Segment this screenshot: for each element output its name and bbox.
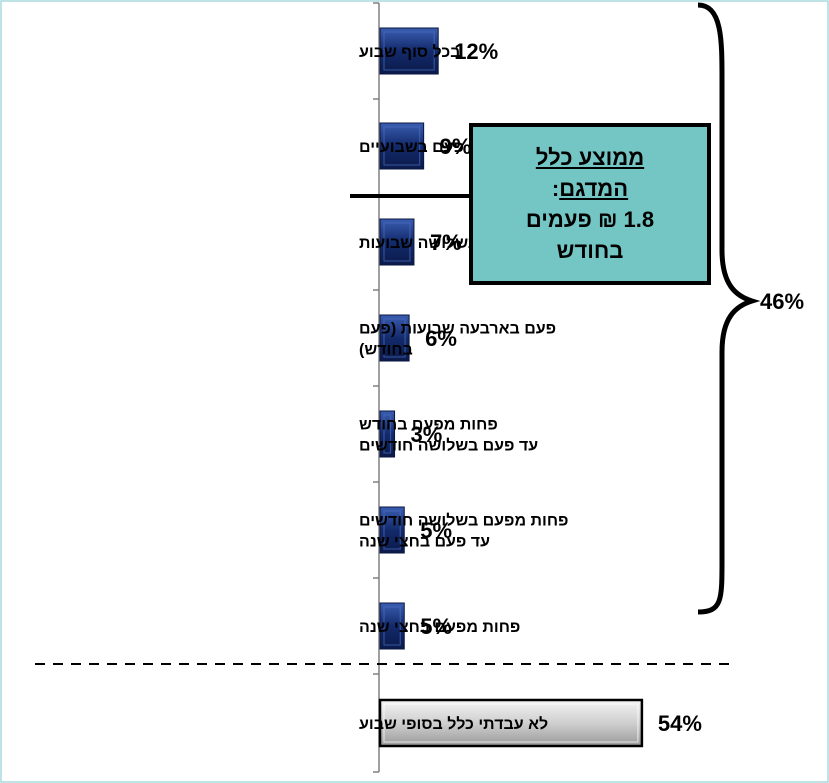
bar: [379, 314, 410, 362]
callout-line-1: ממוצע כלל: [535, 145, 645, 170]
category-label: בחודש): [359, 342, 413, 359]
callout-line-3: 1.8 ₪ פעמים: [525, 207, 655, 232]
bar-bevel: [383, 703, 639, 743]
category-label: עד פעם בשלושה חודשים: [359, 437, 538, 455]
bar-bevel: [383, 126, 421, 166]
average-callout-box: ממוצע כלל המדגם: 1.8 ₪ פעמים בחודש: [469, 123, 711, 285]
bar: [379, 27, 439, 75]
bar-group: [379, 122, 425, 170]
category-label: פחות מפעם בחצי שנה: [359, 619, 520, 636]
category-label: עד פעם בחצי שנה: [359, 534, 490, 551]
callout-line-2: המדגם:: [552, 173, 628, 204]
category-label: פעם בשבועיים: [359, 139, 464, 156]
bar-group: [379, 218, 415, 266]
value-label: 6%: [425, 326, 457, 351]
category-label: פחות מפעם בשלושה חודשים: [359, 512, 568, 530]
bar-bevel: [383, 606, 401, 646]
category-label: פחות מפעם בחודש: [359, 417, 498, 434]
callout-line-2-text: המדגם: [559, 176, 629, 201]
bar: [378, 698, 644, 748]
bar-bevel: [383, 318, 406, 358]
bar-group: [379, 410, 396, 458]
bar-group: [379, 314, 410, 362]
value-label: 12%: [454, 39, 498, 64]
callout-line-2-suffix: :: [551, 176, 560, 201]
value-label: 3%: [411, 422, 443, 447]
group-total-label: 46%: [760, 289, 804, 314]
bar-group: [379, 602, 405, 650]
value-label: 7%: [430, 230, 462, 255]
value-label: 5%: [420, 518, 452, 543]
value-label: 5%: [420, 614, 452, 639]
value-label: 9%: [440, 134, 472, 159]
category-label: לא עבדתי כלל בסופי שבוע: [359, 715, 548, 733]
value-label: 54%: [658, 711, 702, 736]
bar-group: [379, 506, 405, 554]
callout-line-4: בחודש: [556, 238, 624, 263]
bar-bevel: [383, 222, 411, 262]
bar-bevel: [383, 510, 401, 550]
group-brace: [697, 2, 761, 615]
bar-bevel: [383, 414, 392, 454]
category-label: פעם בארבעה שבועות (פעם: [359, 321, 556, 338]
bar-group: [379, 27, 439, 75]
bar-bevel: [383, 31, 435, 71]
bar-group: [378, 698, 644, 748]
bar: [379, 122, 425, 170]
category-label: בכל סוף שבוע: [359, 43, 460, 61]
bar: [379, 218, 415, 266]
